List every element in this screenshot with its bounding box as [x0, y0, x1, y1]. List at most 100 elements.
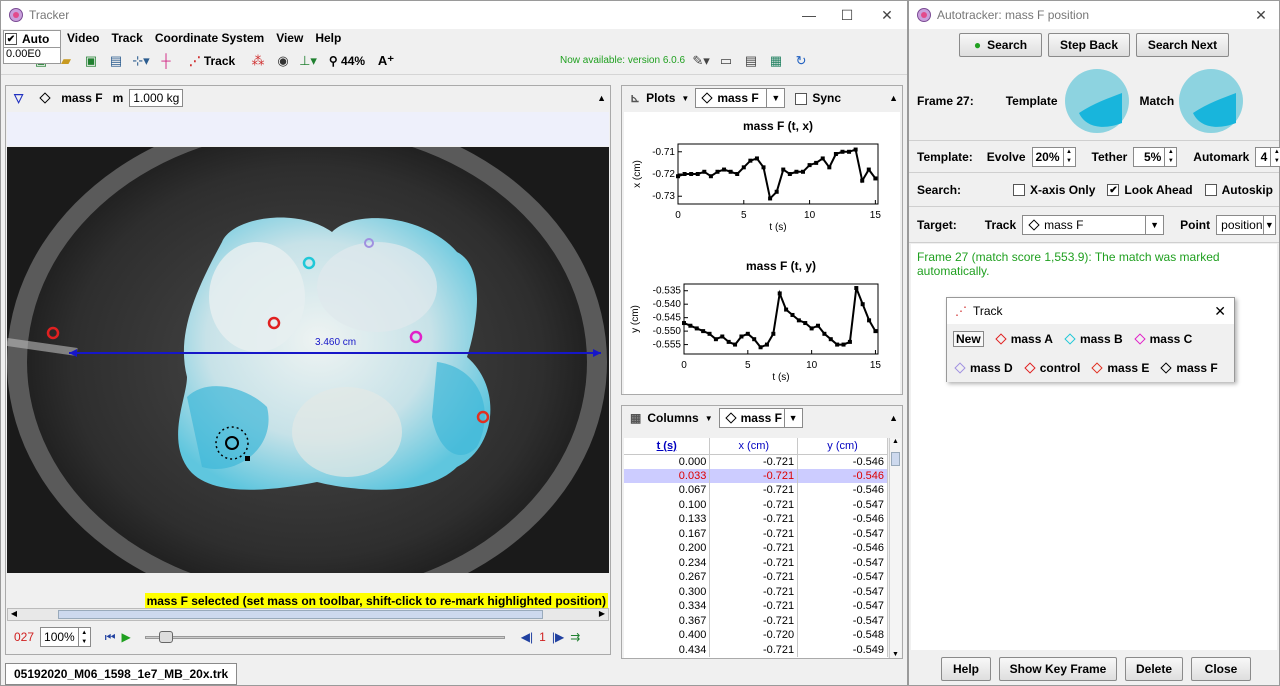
cell-t[interactable]: 0.100 — [624, 497, 711, 512]
step-back-icon[interactable]: ◀| — [520, 630, 534, 644]
spinner-arrows-icon[interactable]: ▲ ▼ — [77, 628, 90, 646]
dropdown-arrow-icon[interactable]: ▼ — [783, 409, 802, 427]
xaxis-only-checkbox[interactable] — [1013, 184, 1026, 197]
track-popup-close-icon[interactable]: ✕ — [1214, 302, 1226, 319]
visibility-eye-icon[interactable]: ◉ — [277, 52, 289, 68]
track-control-toggle-icon[interactable]: ▽ — [14, 91, 24, 105]
point-dropdown[interactable]: position ▼ — [1216, 214, 1277, 235]
frame-slider[interactable] — [144, 630, 505, 644]
plot-track-dropdown[interactable]: mass F ▼ — [695, 88, 786, 108]
notes-icon[interactable]: ▭ — [719, 52, 733, 68]
step-size[interactable]: 1 — [539, 630, 546, 644]
table-row[interactable]: 0.367 -0.721 -0.547 — [624, 613, 888, 628]
target-track-dropdown[interactable]: mass F ▼ — [1022, 214, 1165, 235]
calibration-tools-icon[interactable]: ⊹▾ — [132, 52, 150, 68]
marker-mass-e[interactable] — [476, 410, 490, 424]
cell-y[interactable]: -0.547 — [797, 599, 888, 614]
help-button[interactable]: Help — [941, 657, 991, 681]
track-item-mass-A[interactable]: mass A — [994, 331, 1053, 347]
collapse-arrow-icon[interactable]: ▲ — [597, 93, 606, 103]
columns-menu[interactable]: Columns — [647, 411, 699, 425]
scroll-left-icon[interactable]: ◀ — [10, 609, 18, 618]
track-item-mass-F[interactable]: mass F — [1159, 361, 1218, 375]
cell-x[interactable]: -0.721 — [709, 570, 799, 585]
new-track-button[interactable]: New — [953, 331, 984, 347]
cell-x[interactable]: -0.721 — [709, 599, 799, 614]
autoskip-checkbox[interactable] — [1204, 184, 1217, 197]
autotracker-close-icon[interactable]: ✕ — [1255, 7, 1267, 23]
cell-x[interactable]: -0.721 — [709, 497, 799, 512]
cell-y[interactable]: -0.546 — [797, 483, 888, 498]
create-track-button[interactable]: ⋰ Track — [182, 52, 242, 70]
cell-y[interactable]: -0.546 — [797, 512, 888, 527]
spinner-arrows-icon[interactable]: ▲ ▼ — [1062, 147, 1075, 166]
cell-t[interactable]: 0.400 — [624, 628, 711, 643]
table-scroll-down-icon[interactable]: ▼ — [892, 651, 899, 658]
look-ahead-checkbox[interactable]: ✔ — [1107, 184, 1120, 197]
file-tab[interactable]: 05192020_M06_1598_1e7_MB_20x.trk — [5, 663, 238, 685]
vectors-icon[interactable]: ⊥▾ — [299, 52, 317, 68]
scroll-thumb[interactable] — [58, 610, 543, 619]
spinner-arrows-icon[interactable]: ▲ ▼ — [1164, 147, 1176, 166]
video-frame[interactable]: 3.460 cm — [7, 147, 609, 573]
marker-mass-a[interactable] — [267, 316, 281, 330]
refresh-icon[interactable]: ↻ — [795, 52, 807, 68]
zoom-button[interactable]: ⚲ 44% — [324, 52, 370, 70]
cell-t[interactable]: 0.133 — [624, 512, 711, 527]
cell-t[interactable]: 0.067 — [624, 483, 711, 498]
table-row[interactable]: 0.400 -0.720 -0.548 — [624, 628, 888, 643]
cell-t[interactable]: 0.000 — [624, 454, 711, 469]
menu-view[interactable]: View — [276, 31, 304, 45]
tape-left-arrow[interactable] — [69, 349, 77, 357]
cell-y[interactable]: -0.549 — [797, 642, 888, 657]
maximize-icon[interactable]: ☐ — [840, 7, 854, 23]
cell-t[interactable]: 0.334 — [624, 599, 711, 614]
cell-x[interactable]: -0.721 — [709, 642, 799, 657]
cell-y[interactable]: -0.546 — [797, 454, 888, 469]
spinner-arrows-icon[interactable]: ▲ ▼ — [1270, 147, 1280, 166]
cell-y[interactable]: -0.546 — [797, 468, 888, 483]
track-item-mass-E[interactable]: mass E — [1090, 361, 1149, 375]
cell-x[interactable]: -0.721 — [709, 512, 799, 527]
cell-x[interactable]: -0.721 — [709, 454, 799, 469]
marker-control[interactable] — [46, 326, 60, 340]
rate-spinner[interactable]: 100% ▲ ▼ — [40, 627, 91, 647]
track-item-mass-D[interactable]: mass D — [953, 361, 1013, 375]
dropdown-arrow-icon[interactable]: ▼ — [1262, 215, 1276, 234]
table-scroll-thumb[interactable] — [891, 452, 900, 466]
auto-value-field[interactable]: 0.00E0 — [4, 47, 60, 60]
track-item-mass-B[interactable]: mass B — [1063, 331, 1123, 347]
search-area-handle[interactable] — [245, 456, 250, 461]
plots-menu[interactable]: Plots — [646, 91, 676, 105]
table-row[interactable]: 0.033 -0.721 -0.546 — [624, 468, 888, 483]
description-icon[interactable]: ▤ — [744, 52, 758, 68]
dropdown-arrow-icon[interactable]: ▼ — [766, 89, 784, 107]
col-header-x[interactable]: x (cm) — [709, 438, 799, 455]
table-row[interactable]: 0.000 -0.721 -0.546 — [624, 454, 888, 469]
cell-t[interactable]: 0.367 — [624, 613, 711, 628]
cell-t[interactable]: 0.300 — [624, 584, 711, 599]
cell-x[interactable]: -0.721 — [709, 526, 799, 541]
export-icon[interactable]: ▣ — [84, 52, 98, 68]
show-key-frame-button[interactable]: Show Key Frame — [999, 657, 1117, 681]
table-row[interactable]: 0.334 -0.721 -0.547 — [624, 599, 888, 614]
cell-x[interactable]: -0.720 — [709, 628, 799, 643]
cell-t[interactable]: 0.167 — [624, 526, 711, 541]
cell-t[interactable]: 0.200 — [624, 541, 711, 556]
play-icon[interactable]: ▶ — [121, 630, 131, 644]
cell-x[interactable]: -0.721 — [709, 468, 799, 483]
cell-y[interactable]: -0.547 — [797, 613, 888, 628]
table-row[interactable]: 0.167 -0.721 -0.547 — [624, 526, 888, 541]
update-notice[interactable]: Now available: version 6.0.6 — [560, 55, 686, 66]
slider-thumb[interactable] — [158, 631, 173, 643]
pencil-icon[interactable]: ✎▾ — [692, 52, 710, 68]
step-forward-icon[interactable]: |▶ — [551, 630, 565, 644]
search-next-button[interactable]: Search Next — [1136, 33, 1229, 57]
marker-mass-b[interactable] — [302, 256, 316, 270]
autotrack-search-area[interactable] — [215, 426, 249, 460]
import-icon[interactable]: ▰ — [61, 52, 71, 68]
cell-y[interactable]: -0.547 — [797, 570, 888, 585]
cell-x[interactable]: -0.721 — [709, 613, 799, 628]
track-item-control[interactable]: control — [1023, 361, 1080, 375]
selected-track-name[interactable]: mass F — [61, 91, 103, 105]
